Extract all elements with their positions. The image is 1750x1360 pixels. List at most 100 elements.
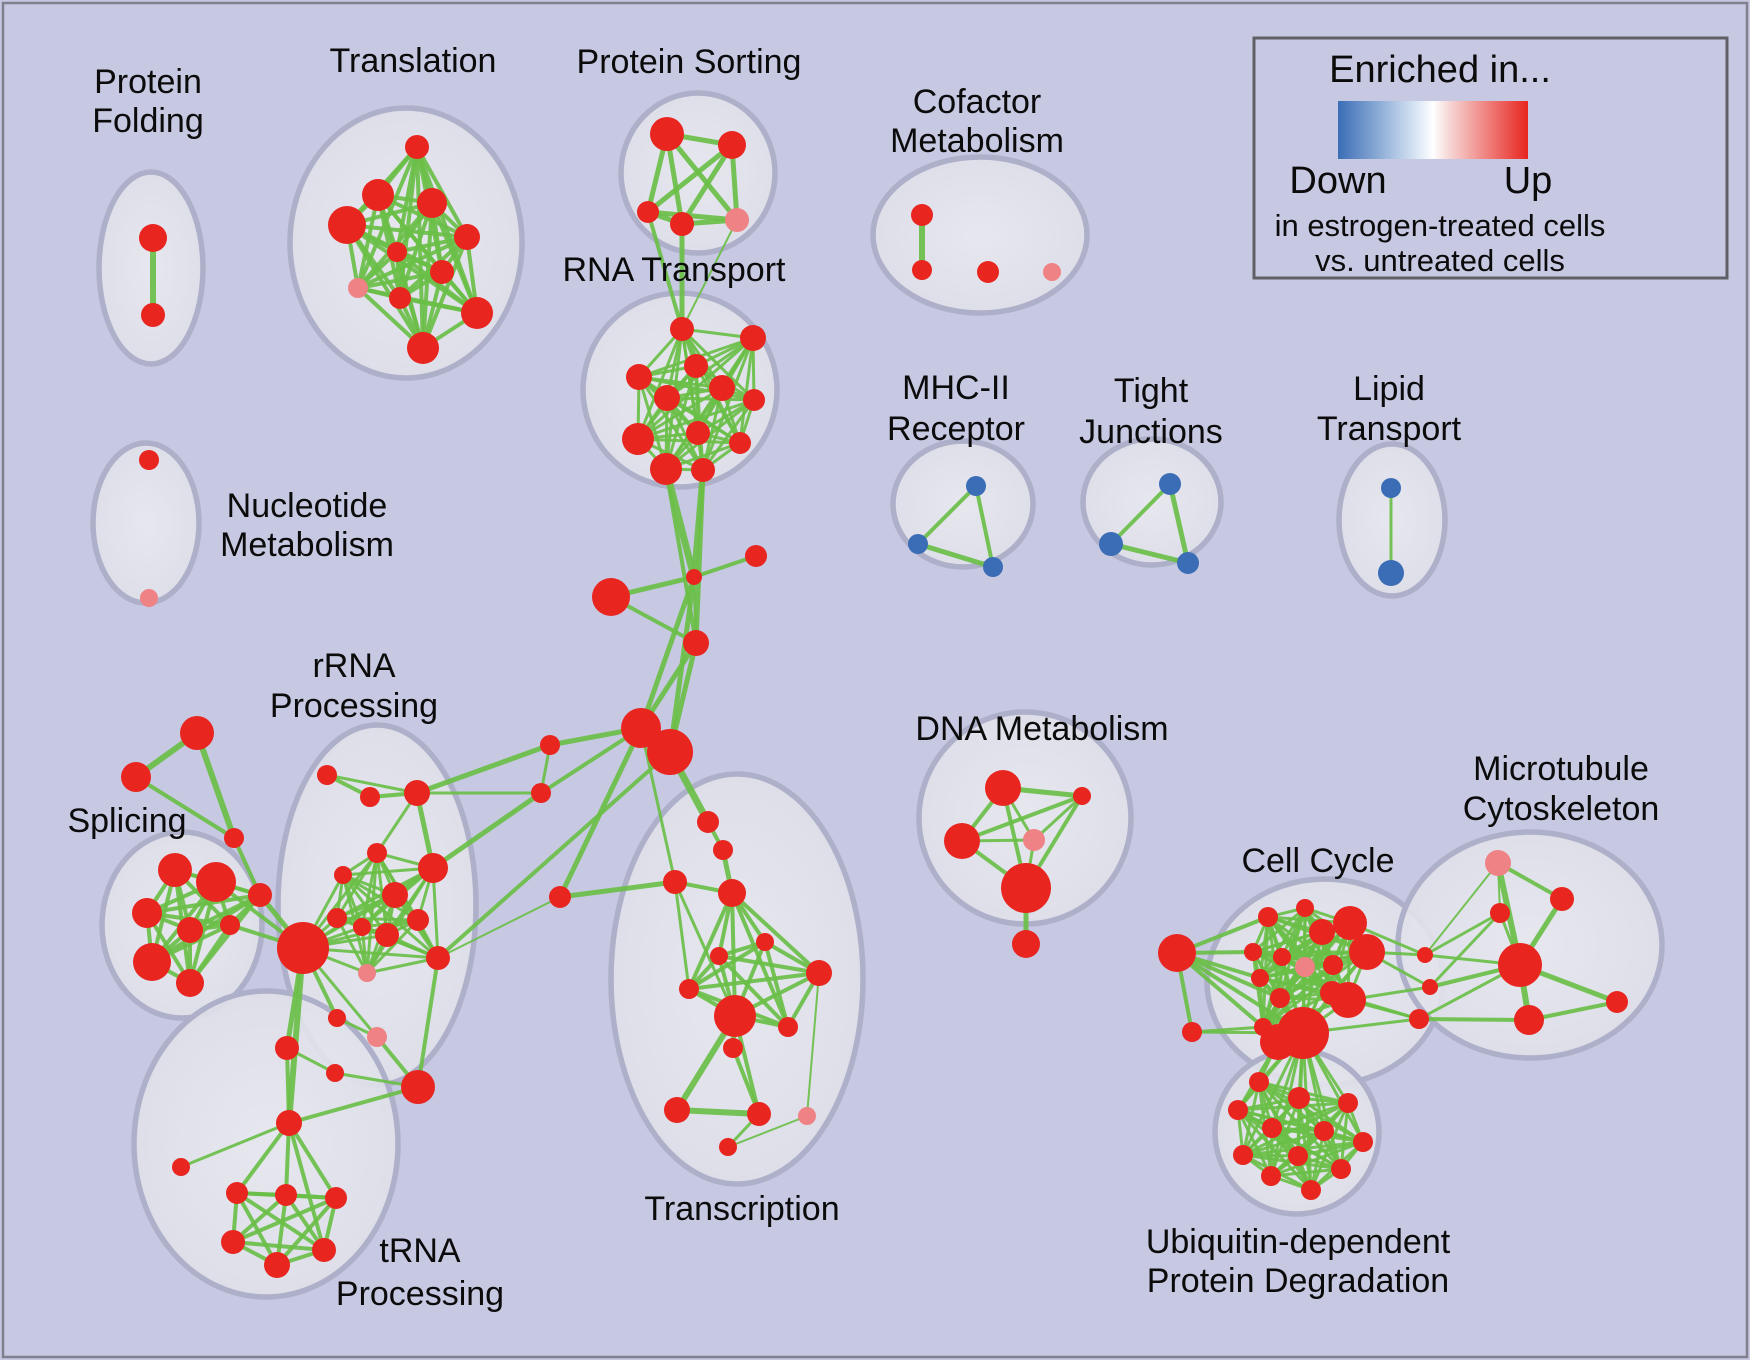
graph-node-c7[interactable]: [540, 735, 560, 755]
graph-node-cc9[interactable]: [1349, 934, 1385, 970]
graph-node-rr14[interactable]: [426, 946, 450, 970]
graph-node-dm1[interactable]: [985, 770, 1021, 806]
graph-node-t15[interactable]: [719, 1138, 737, 1156]
graph-node-rr16[interactable]: [328, 1009, 346, 1027]
graph-node-c1[interactable]: [592, 578, 630, 616]
graph-node-ps3[interactable]: [637, 201, 659, 223]
graph-node-rr8[interactable]: [327, 908, 347, 928]
graph-node-tr3[interactable]: [417, 188, 447, 218]
graph-node-nm2[interactable]: [140, 589, 158, 607]
graph-node-tp3[interactable]: [325, 1187, 347, 1209]
graph-node-sp5[interactable]: [133, 943, 171, 981]
graph-node-ub9[interactable]: [1288, 1146, 1308, 1166]
graph-node-mc2[interactable]: [1550, 887, 1574, 911]
graph-node-tr2[interactable]: [362, 179, 394, 211]
graph-node-tr4[interactable]: [328, 206, 366, 244]
graph-node-tr6[interactable]: [387, 242, 407, 262]
graph-node-rt9[interactable]: [622, 423, 654, 455]
graph-node-t0[interactable]: [549, 886, 571, 908]
graph-node-tr9[interactable]: [389, 287, 411, 309]
graph-node-rt10[interactable]: [729, 432, 751, 454]
graph-node-sp3[interactable]: [132, 898, 162, 928]
graph-node-tp6[interactable]: [312, 1238, 336, 1262]
graph-node-rr18[interactable]: [401, 1070, 435, 1104]
graph-node-t4[interactable]: [718, 879, 746, 907]
graph-node-tj1[interactable]: [1159, 473, 1181, 495]
graph-node-t3[interactable]: [663, 870, 687, 894]
graph-node-tr7[interactable]: [430, 260, 454, 284]
graph-node-tr5[interactable]: [454, 224, 480, 250]
graph-node-tpl[interactable]: [172, 1158, 190, 1176]
graph-node-t12[interactable]: [664, 1097, 690, 1123]
graph-node-ub8[interactable]: [1233, 1145, 1253, 1165]
graph-node-t7[interactable]: [806, 960, 832, 986]
graph-node-dm3[interactable]: [944, 823, 980, 859]
graph-node-pf2[interactable]: [141, 303, 165, 327]
graph-node-rt5[interactable]: [654, 385, 680, 411]
graph-node-mc3[interactable]: [1490, 903, 1510, 923]
graph-node-rt11[interactable]: [650, 453, 682, 485]
graph-node-c2[interactable]: [686, 569, 702, 585]
graph-node-sp1[interactable]: [158, 853, 192, 887]
graph-node-mc1[interactable]: [1485, 850, 1511, 876]
graph-node-cc16[interactable]: [1182, 1022, 1202, 1042]
graph-node-cc17[interactable]: [1417, 947, 1433, 963]
graph-node-tr10[interactable]: [461, 297, 493, 329]
graph-node-cc10[interactable]: [1251, 969, 1269, 987]
graph-node-tj3[interactable]: [1177, 552, 1199, 574]
graph-node-ub7[interactable]: [1353, 1132, 1373, 1152]
graph-node-tr8[interactable]: [348, 278, 368, 298]
graph-node-rr6[interactable]: [334, 866, 352, 884]
graph-node-rr10[interactable]: [407, 909, 429, 931]
graph-node-mh1[interactable]: [966, 476, 986, 496]
graph-node-cc4[interactable]: [1333, 906, 1367, 940]
graph-node-c4[interactable]: [683, 630, 709, 656]
graph-node-tr11[interactable]: [407, 332, 439, 364]
graph-node-pf1[interactable]: [139, 224, 167, 252]
graph-node-t11[interactable]: [723, 1038, 743, 1058]
graph-node-lt2[interactable]: [1378, 560, 1404, 586]
graph-node-ps1[interactable]: [650, 117, 684, 151]
graph-node-sp8[interactable]: [248, 883, 272, 907]
graph-node-ub2[interactable]: [1288, 1087, 1310, 1109]
graph-node-tph[interactable]: [276, 1110, 302, 1136]
graph-node-cc3[interactable]: [1309, 919, 1335, 945]
graph-node-tp2[interactable]: [275, 1184, 297, 1206]
graph-node-mc6[interactable]: [1606, 991, 1628, 1013]
graph-node-rt1[interactable]: [670, 317, 694, 341]
graph-node-ps5[interactable]: [725, 208, 749, 232]
graph-node-ub3[interactable]: [1338, 1093, 1358, 1113]
graph-node-ub4[interactable]: [1228, 1100, 1248, 1120]
graph-node-ub6[interactable]: [1314, 1121, 1334, 1141]
graph-node-c3[interactable]: [745, 545, 767, 567]
graph-node-tp4[interactable]: [221, 1230, 245, 1254]
graph-node-cc19[interactable]: [1409, 1009, 1429, 1029]
graph-node-dm4[interactable]: [1023, 829, 1045, 851]
graph-node-cc18[interactable]: [1422, 979, 1438, 995]
graph-node-mh2[interactable]: [908, 534, 928, 554]
graph-node-rt6[interactable]: [709, 375, 735, 401]
graph-node-t9[interactable]: [714, 995, 756, 1037]
graph-node-cm3[interactable]: [977, 261, 999, 283]
graph-node-cc6[interactable]: [1273, 948, 1291, 966]
graph-node-ub12[interactable]: [1301, 1180, 1321, 1200]
graph-node-t10[interactable]: [778, 1017, 798, 1037]
graph-node-cc1[interactable]: [1258, 907, 1278, 927]
graph-node-ub10[interactable]: [1331, 1159, 1351, 1179]
graph-node-cc5[interactable]: [1244, 943, 1262, 961]
graph-node-cc11[interactable]: [1270, 988, 1290, 1008]
graph-node-t13[interactable]: [747, 1102, 771, 1126]
graph-node-st3[interactable]: [224, 828, 244, 848]
graph-node-mc4[interactable]: [1498, 943, 1542, 987]
graph-node-tp1[interactable]: [226, 1182, 248, 1204]
graph-node-t5[interactable]: [756, 933, 774, 951]
graph-node-rr4[interactable]: [367, 843, 387, 863]
graph-node-sp4[interactable]: [177, 917, 203, 943]
graph-node-cm4[interactable]: [1043, 263, 1061, 281]
graph-node-rt2[interactable]: [740, 325, 766, 351]
graph-node-rr1[interactable]: [317, 765, 337, 785]
graph-node-cc8[interactable]: [1323, 955, 1343, 975]
graph-node-cc7[interactable]: [1295, 957, 1315, 977]
graph-node-tr1[interactable]: [405, 135, 429, 159]
graph-node-c8[interactable]: [531, 783, 551, 803]
